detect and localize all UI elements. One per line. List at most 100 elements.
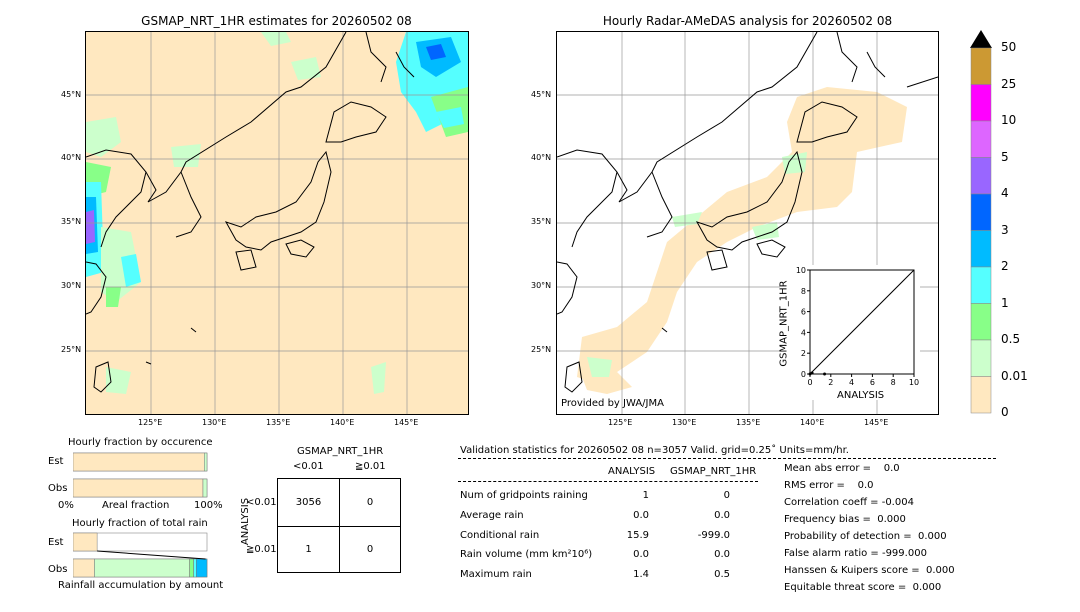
colorbar-label: 2	[1001, 259, 1009, 273]
colorbar-label: 10	[1001, 113, 1017, 127]
right-map-canvas	[557, 32, 938, 414]
stacked-bar-segment	[196, 558, 208, 578]
occurrence-axis-right: 100%	[194, 500, 223, 511]
scatter-ylabel: GSMAP_NRT_1HR	[778, 280, 790, 367]
colorbar-box	[970, 230, 992, 268]
validation-row-gsmap-1: 0.0	[714, 510, 730, 521]
colorbar-box	[970, 339, 992, 377]
scatter-plot: 00 2 2 4 4 6 6 8 8 10 10	[796, 266, 919, 387]
left-lon-label-140: 140°E	[330, 418, 355, 427]
stacked-bar-segment	[193, 558, 197, 578]
left-lon-label-130: 130°E	[202, 418, 227, 427]
colorbar-box	[970, 157, 992, 195]
rain-fraction-title: Hourly fraction of total rain	[72, 518, 208, 529]
contingency-vline	[339, 479, 340, 572]
contingency-row-header-lt: <0.01	[246, 497, 277, 508]
left-lat-label-40: 40°N	[61, 153, 82, 162]
validation-row-label-1: Average rain	[460, 510, 524, 521]
colorbar-label: 3	[1001, 222, 1009, 237]
scatter-x-tick: 10	[909, 378, 919, 387]
occurrence-title: Hourly fraction by occurence	[68, 437, 213, 448]
stacked-bar-segment	[202, 478, 208, 498]
score-hanssen-kuipers: Hanssen & Kuipers score = 0.000	[784, 565, 955, 576]
validation-row-gsmap-0: 0	[723, 490, 730, 501]
occurrence-axis-left: 0%	[58, 500, 74, 511]
validation-col-analysis: ANALYSIS	[608, 466, 656, 477]
rain-fraction-row-obs: Obs	[48, 564, 68, 575]
score-rms-error: RMS error = 0.0	[784, 480, 874, 491]
right-lat-label-35: 35°N	[531, 217, 552, 226]
scatter-y-tick: 6	[801, 308, 806, 317]
colorbar	[970, 30, 992, 414]
left-lon-label-135: 135°E	[266, 418, 291, 427]
left-lat-label-35: 35°N	[61, 217, 82, 226]
validation-row-analysis-4: 1.4	[633, 569, 649, 580]
scatter-point	[823, 372, 827, 376]
diagonal-line	[809, 269, 915, 375]
colorbar-label: 25	[1001, 76, 1017, 91]
stacked-bar-segment	[73, 558, 95, 578]
scatter-x-tick: 2	[828, 378, 833, 387]
stacked-bar-segment	[73, 532, 98, 552]
data-credit: Provided by JWA/JMA	[561, 398, 664, 409]
occurrence-row-est: Est	[48, 456, 64, 467]
left-lat-label-25: 25°N	[61, 345, 82, 354]
colorbar-box	[970, 193, 992, 231]
validation-row-gsmap-2: -999.0	[697, 530, 730, 541]
validation-header: Validation statistics for 20260502 08 n=…	[460, 445, 849, 456]
rain-fraction-row-est: Est	[48, 537, 64, 548]
colorbar-box	[970, 376, 992, 414]
colorbar-box	[970, 303, 992, 341]
scatter-x-tick: 0	[807, 378, 812, 387]
validation-row-analysis-2: 15.9	[626, 530, 649, 541]
validation-row-label-3: Rain volume (mm km²10⁶)	[460, 549, 593, 560]
stacked-bar-segment	[94, 558, 190, 578]
left-map-title: GSMAP_NRT_1HR estimates for 20260502 08	[141, 14, 412, 28]
scatter-x-tick: 6	[870, 378, 875, 387]
score-false-alarm-ratio: False alarm ratio = -999.000	[784, 548, 927, 559]
left-lat-label-30: 30°N	[61, 281, 82, 290]
score-equitable-threat: Equitable threat score = 0.000	[784, 582, 942, 593]
right-lon-label-125: 125°E	[608, 418, 633, 427]
colorbar-box	[970, 47, 992, 85]
right-lat-label-30: 30°N	[531, 281, 552, 290]
right-lon-label-130: 130°E	[672, 418, 697, 427]
score-mean-abs-error: Mean abs error = 0.0	[784, 463, 900, 474]
score-correlation: Correlation coeff = -0.004	[784, 497, 914, 508]
validation-col-gsmap: GSMAP_NRT_1HR	[670, 466, 757, 477]
scatter-y-tick: 8	[801, 287, 806, 296]
validation-col-rule	[458, 481, 758, 482]
contingency-cell-11: 0	[366, 544, 374, 555]
contingency-row-header-ge: ≧0.01	[246, 544, 277, 555]
right-lon-label-140: 140°E	[800, 418, 825, 427]
validation-header-rule	[458, 458, 996, 459]
stacked-bar-segment	[189, 558, 194, 578]
validation-row-label-4: Maximum rain	[460, 569, 532, 580]
occurrence-bars	[73, 452, 208, 498]
validation-row-analysis-0: 1	[642, 490, 649, 501]
contingency-cell-10: 1	[305, 544, 312, 555]
contingency-cell-00: 3056	[295, 497, 322, 508]
validation-row-label-0: Num of gridpoints raining	[460, 490, 588, 501]
colorbar-label: 0.5	[1001, 332, 1021, 346]
right-map-title: Hourly Radar-AMeDAS analysis for 2026050…	[602, 14, 893, 28]
scatter-y-tick: 10	[796, 266, 806, 275]
left-map	[85, 31, 469, 415]
right-lat-label-40: 40°N	[531, 153, 552, 162]
right-lat-label-25: 25°N	[531, 345, 552, 354]
occurrence-row-obs: Obs	[48, 483, 68, 494]
validation-row-label-2: Conditional rain	[460, 530, 540, 541]
colorbar-box	[970, 120, 992, 158]
contingency-col-header-ge: ≧0.01	[355, 461, 386, 472]
colorbar-label: 0.01	[1001, 368, 1028, 383]
contingency-table: 3056 0 1 0	[277, 478, 401, 573]
contingency-hline	[278, 526, 400, 527]
right-lon-label-145: 145°E	[864, 418, 889, 427]
colorbar-label: 1	[1001, 295, 1009, 310]
contingency-title: GSMAP_NRT_1HR	[297, 446, 384, 457]
validation-row-analysis-1: 0.0	[633, 510, 649, 521]
validation-row-gsmap-4: 0.5	[714, 569, 730, 580]
scatter-point	[810, 371, 814, 375]
scatter-xlabel: ANALYSIS	[837, 390, 885, 401]
contingency-col-header-lt: <0.01	[293, 461, 324, 472]
